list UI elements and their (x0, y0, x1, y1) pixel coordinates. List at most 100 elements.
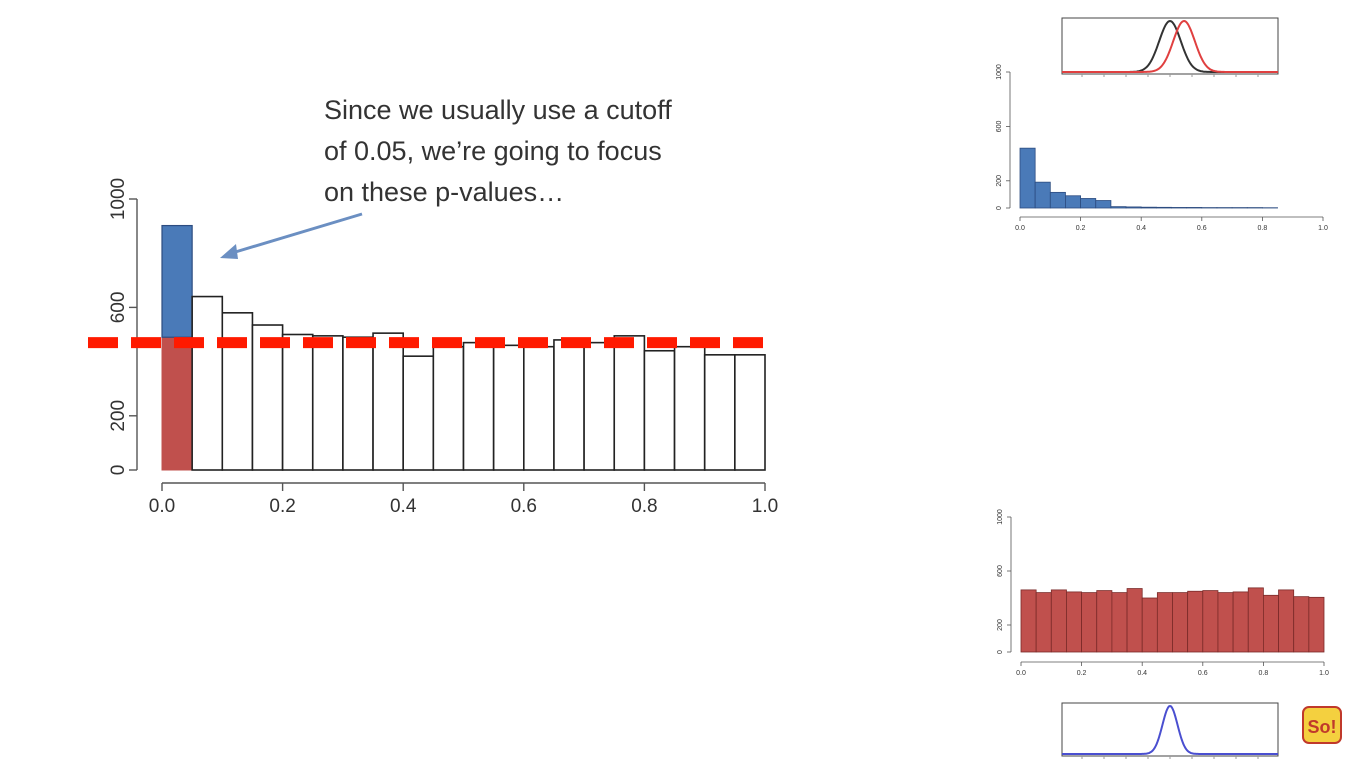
channel-logo: So! (1302, 706, 1342, 744)
x-tick-label: 0.2 (1077, 670, 1087, 677)
annotation-line-2: of 0.05, we’re going to focus (324, 136, 662, 166)
x-tick-label: 0.6 (1198, 670, 1208, 677)
x-tick-label: 0.4 (390, 496, 417, 517)
histogram-bar (1095, 200, 1112, 209)
y-tick-label: 1000 (996, 64, 1003, 80)
x-tick-label: 0.8 (1259, 670, 1269, 677)
y-tick-label: 0 (108, 465, 129, 476)
histogram-bar (462, 341, 495, 471)
annotation-line-1: Since we usually use a cutoff (324, 95, 672, 125)
histogram-bar (1126, 588, 1143, 653)
histogram-bar (1278, 589, 1295, 653)
histogram-bar (1034, 181, 1051, 209)
histogram-bar (1140, 206, 1157, 209)
x-tick-label: 0.8 (1258, 225, 1268, 232)
main-histogram: 0.0 0.2 0.4 0.6 0.8 1.0 0 200 600 1000 (88, 178, 778, 517)
histogram-bar (703, 354, 736, 471)
histogram-bar (492, 344, 525, 471)
x-tick-label: 0.6 (511, 496, 537, 517)
histogram-bar (1171, 207, 1188, 209)
y-tick-label: 1000 (108, 178, 129, 220)
density-curve-blue (1062, 704, 1278, 755)
x-tick-label: 0.2 (1076, 225, 1086, 232)
histogram-bar (432, 345, 465, 471)
histogram-bar (1065, 195, 1081, 209)
histogram-bar (1263, 594, 1279, 653)
x-tick-label: 0.4 (1136, 225, 1146, 232)
histogram-bar (1125, 206, 1142, 209)
histogram-bar (372, 332, 404, 471)
histogram-bar (1050, 589, 1067, 653)
annotation-arrow (220, 212, 363, 259)
histogram-bar (1020, 589, 1037, 653)
histogram-bar (1096, 590, 1113, 653)
histogram-bar (221, 312, 254, 471)
histogram-bar (1186, 207, 1203, 209)
histogram-bar (1155, 206, 1172, 209)
x-tick-label: 0.4 (1137, 670, 1147, 677)
histogram-bar (553, 339, 585, 471)
histogram-bar (1019, 147, 1036, 209)
histogram-bar (1080, 198, 1097, 209)
histogram-bar (1066, 591, 1082, 653)
histogram-bar (1217, 592, 1234, 653)
histogram-bar (1111, 592, 1128, 653)
histogram-bar (342, 336, 374, 471)
annotation-line-3: on these p-values… (324, 177, 565, 207)
histogram-bar (643, 349, 676, 471)
annotation-text: Since we usually use a cutoff of 0.05, w… (324, 90, 764, 213)
histogram-bar (1156, 592, 1173, 653)
density-curve-red (1062, 19, 1278, 73)
y-tick-label: 1000 (997, 509, 1004, 525)
top-density-curves (1061, 17, 1279, 77)
bottom-right-histogram: 0.0 0.2 0.4 0.6 0.8 1.0 0 200 600 1000 (997, 509, 1329, 677)
histogram-bar (1247, 587, 1264, 653)
top-right-histogram: 0.0 0.2 0.4 0.6 0.8 1.0 0 200 600 1000 (996, 64, 1328, 232)
plot-frame (1061, 17, 1279, 75)
histogram-bar (522, 345, 555, 471)
x-tick-label: 0.8 (631, 496, 657, 517)
histogram-bar (673, 345, 706, 471)
x-tick-label: 0.0 (1015, 225, 1025, 232)
histogram-bar (1141, 597, 1158, 653)
histogram-bar (734, 354, 766, 471)
y-tick-label: 600 (996, 120, 1003, 132)
logo-text: So! (1308, 717, 1337, 737)
y-tick-label: 600 (997, 565, 1004, 577)
histogram-bar (1172, 592, 1189, 653)
y-tick-label: 200 (108, 400, 129, 432)
bottom-density-curve (1061, 702, 1279, 759)
histogram-bar (1110, 206, 1127, 209)
histogram-bar (1232, 591, 1249, 653)
histogram-bar (1202, 590, 1219, 653)
histogram-bar (1308, 596, 1325, 653)
histogram-bar (1293, 596, 1310, 653)
histogram-bar (1187, 590, 1204, 653)
x-tick-label: 1.0 (752, 496, 778, 517)
histogram-bar-upper (161, 224, 193, 338)
x-tick-label: 1.0 (1318, 225, 1328, 232)
x-tick-label: 0.0 (149, 496, 175, 517)
histogram-bar (191, 295, 224, 471)
y-tick-label: 600 (108, 292, 129, 324)
plot-frame (1061, 702, 1279, 757)
histogram-bar (613, 335, 646, 471)
logo-badge (1302, 706, 1342, 744)
histogram-bar (1049, 191, 1066, 209)
histogram-bar (402, 355, 435, 471)
histogram-bar (251, 324, 284, 471)
histogram-bar (311, 335, 344, 471)
histogram-bar (583, 341, 616, 471)
y-tick-label: 0 (996, 206, 1003, 210)
x-tick-label: 0.6 (1197, 225, 1207, 232)
x-tick-label: 1.0 (1319, 670, 1329, 677)
x-tick-label: 0.2 (269, 496, 295, 517)
y-tick-label: 200 (996, 175, 1003, 187)
y-tick-label: 0 (997, 650, 1004, 654)
y-tick-label: 200 (997, 619, 1004, 631)
histogram-bar-lower (161, 336, 193, 471)
x-tick-label: 0.0 (1016, 670, 1026, 677)
histogram-bar (1035, 592, 1052, 653)
histogram-bar (1081, 592, 1098, 653)
